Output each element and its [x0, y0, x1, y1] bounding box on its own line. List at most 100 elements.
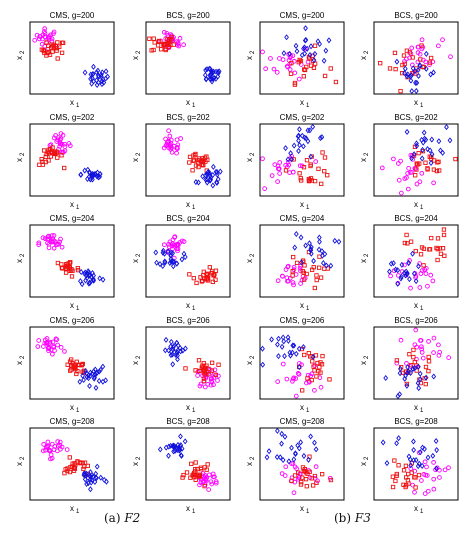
data-point-diamond [100, 276, 106, 283]
x-axis-label: x [186, 200, 190, 209]
data-point-circle [40, 448, 46, 454]
data-point-square [289, 478, 294, 483]
data-point-diamond [395, 267, 401, 274]
data-point-square [209, 269, 215, 274]
data-point-diamond [275, 427, 280, 434]
data-point-square [155, 43, 161, 48]
data-point-diamond [81, 470, 87, 477]
data-point-diamond [171, 448, 176, 455]
data-point-diamond [423, 136, 429, 143]
y-axis-label: x [15, 158, 24, 162]
data-point-diamond [174, 444, 179, 451]
data-point-square [392, 458, 397, 463]
data-point-diamond [402, 70, 407, 77]
data-point-square [147, 36, 152, 41]
data-point-diamond [181, 250, 187, 257]
data-point-square [302, 263, 307, 268]
data-point-circle [298, 281, 303, 286]
data-point-square [187, 272, 192, 277]
data-point-diamond [284, 34, 289, 41]
data-point-diamond [279, 430, 285, 437]
data-point-square [204, 363, 209, 368]
x-axis-label: x [414, 403, 418, 412]
data-point-circle [423, 472, 429, 478]
data-point-square [435, 236, 441, 241]
data-point-circle [394, 360, 400, 366]
data-point-square [322, 155, 328, 160]
data-point-diamond [208, 68, 214, 75]
data-point-circle [280, 273, 285, 279]
y-axis-subscript: 2 [250, 253, 256, 257]
x-axis-label: x [186, 403, 190, 412]
data-point-square [204, 154, 209, 159]
data-point-diamond [91, 375, 97, 382]
data-point-square [390, 484, 396, 490]
data-point-diamond [291, 142, 297, 149]
data-point-circle [285, 278, 290, 284]
data-point-square [298, 176, 303, 181]
data-point-diamond [294, 48, 300, 55]
panel-title: BCS, g=204 [166, 214, 210, 223]
data-point-diamond [430, 452, 436, 459]
data-point-square [203, 365, 208, 371]
data-point-diamond [398, 275, 404, 282]
panel-title: BCS, g=204 [394, 214, 438, 223]
data-point-square [289, 60, 294, 66]
data-point-square [60, 40, 66, 46]
data-point-circle [166, 128, 171, 134]
y-axis-label: x [131, 56, 140, 60]
data-point-diamond [298, 439, 304, 446]
data-point-diamond [419, 462, 425, 469]
data-point-square [283, 168, 289, 173]
data-point-circle [51, 345, 57, 350]
data-point-diamond [208, 76, 214, 83]
data-point-circle [408, 285, 413, 291]
data-point-square [165, 37, 170, 42]
data-point-circle [398, 337, 404, 343]
data-point-diamond [413, 87, 419, 94]
data-point-diamond [415, 380, 421, 387]
data-point-circle [405, 171, 411, 176]
data-point-square [192, 158, 197, 163]
data-point-square [302, 352, 307, 358]
data-point-diamond [92, 478, 98, 485]
data-point-circle [59, 244, 65, 250]
data-point-circle [49, 441, 55, 447]
data-point-square [301, 74, 306, 79]
x-axis-label: x [70, 200, 74, 209]
data-point-square [201, 269, 206, 274]
data-point-square [312, 473, 318, 479]
data-point-diamond [166, 443, 172, 450]
data-point-square [59, 153, 64, 158]
data-point-diamond [302, 44, 307, 51]
data-point-square [71, 468, 77, 473]
data-point-circle [172, 234, 178, 240]
data-point-circle [431, 180, 436, 186]
data-point-circle [276, 166, 282, 172]
data-point-circle [440, 37, 445, 43]
data-point-diamond [397, 370, 403, 377]
data-point-diamond [305, 138, 311, 145]
data-point-circle [260, 156, 265, 162]
data-point-square [426, 368, 431, 374]
data-point-diamond [425, 454, 431, 461]
data-point-square [318, 360, 323, 365]
data-point-circle [48, 456, 53, 462]
data-point-diamond [384, 460, 390, 467]
data-point-diamond [85, 166, 91, 173]
data-point-square [299, 479, 304, 485]
data-point-diamond [165, 248, 171, 255]
data-point-square [300, 388, 305, 393]
data-point-diamond [412, 68, 418, 75]
data-point-square [314, 480, 319, 485]
panel-title: CMS, g=206 [50, 316, 95, 325]
data-point-square [67, 469, 73, 475]
data-point-square [74, 371, 79, 377]
data-point-diamond [317, 238, 322, 245]
data-point-square [191, 475, 197, 480]
data-point-diamond [332, 237, 338, 244]
x-axis-subscript: 1 [306, 306, 310, 312]
data-point-circle [396, 177, 402, 183]
